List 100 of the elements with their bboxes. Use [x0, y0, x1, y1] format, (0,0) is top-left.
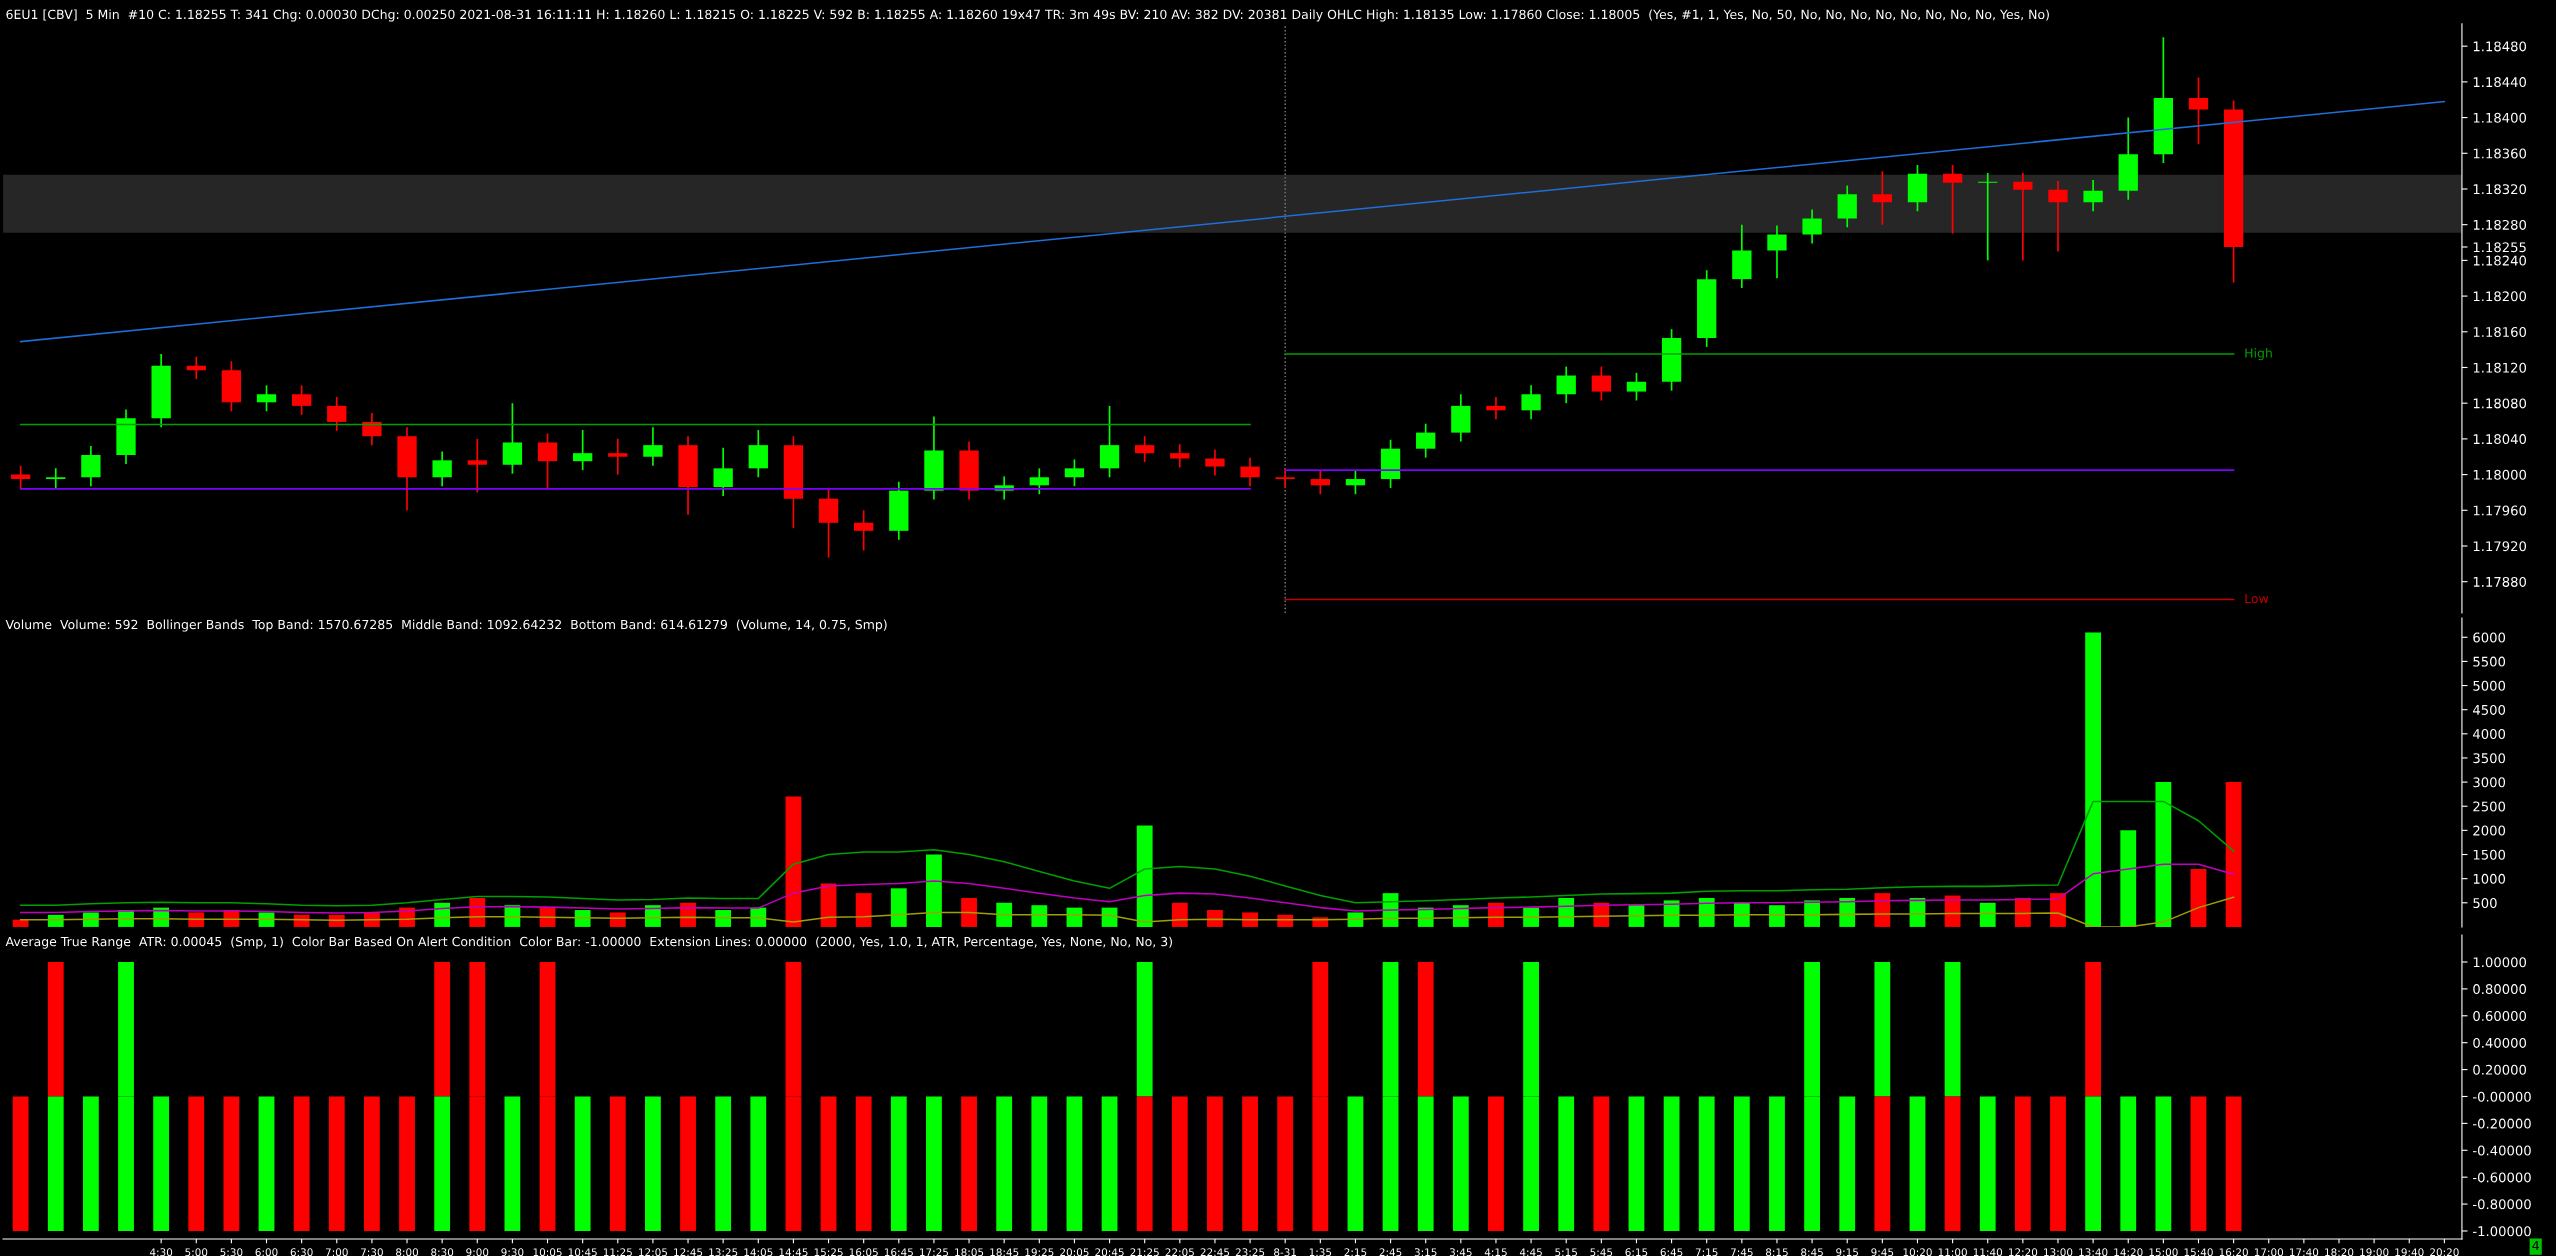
y-tick-label: -0.20000 [2473, 1118, 2531, 1129]
candlestick [1626, 372, 1647, 402]
x-tick-label: 17:25 [920, 1248, 949, 1256]
bar [1207, 910, 1223, 927]
y-tick-label: 0.40000 [2473, 1037, 2527, 1048]
chart-title: Average True Range ATR: 0.00045 (Smp, 1) Color Bar Based On Alert Condition Color Bar: -1.00000 Extension Lines: 0.00000 (2000, Yes, 1.0, 1, ATR, Percentage, Yes, None, No, No, 3) [5, 936, 1172, 949]
x-tick-label: 6:00 [255, 1248, 278, 1256]
x-tick-label: 7:15 [1695, 1248, 1718, 1256]
y-tick-label: 1.18440 [2473, 77, 2527, 88]
x-tick-label: 9:00 [466, 1248, 489, 1256]
x-tick-label: 9:30 [501, 1248, 524, 1256]
bar [890, 888, 907, 927]
x-tick-label: 15:00 [2149, 1248, 2178, 1256]
x-tick-label: 7:45 [1731, 1248, 1753, 1256]
bar [1979, 902, 1996, 927]
x-tick-label: 11:25 [603, 1248, 632, 1256]
candlestick [46, 467, 66, 489]
candlestick [1029, 467, 1049, 496]
x-tick-label: 14:05 [744, 1248, 773, 1256]
bar [926, 854, 942, 927]
line-series [19, 896, 2235, 927]
x-tick-label: 15:25 [814, 1248, 843, 1256]
x-tick-label: 10:05 [533, 1248, 562, 1256]
candlestick [643, 426, 663, 467]
x-tick-label: 19:25 [1025, 1248, 1054, 1256]
x-tick-label: 11:00 [1938, 1248, 1967, 1256]
x-tick-label: 5:15 [1555, 1248, 1577, 1256]
y-tick-label: -0.60000 [2473, 1172, 2531, 1183]
candlestick [362, 412, 382, 446]
candlestick [432, 450, 452, 488]
x-tick-label: 22:05 [1165, 1248, 1194, 1256]
candlestick [1135, 435, 1155, 463]
candlestick [1521, 384, 1541, 421]
bar [2120, 830, 2137, 927]
x-tick-label: 6:15 [1625, 1248, 1648, 1256]
y-tick-label: -1.00000 [2473, 1226, 2531, 1237]
y-tick-label: 2500 [2473, 801, 2506, 812]
y-tick-label: 2000 [2473, 825, 2506, 836]
x-tick-label: 8:45 [1801, 1248, 1823, 1256]
bar [2190, 868, 2207, 927]
candlestick [573, 429, 593, 471]
candlestick [1205, 448, 1225, 477]
x-tick-label: 6:30 [290, 1248, 313, 1256]
y-tick-label: 500 [2473, 898, 2497, 908]
x-tick-label: 14:45 [779, 1248, 808, 1256]
candlestick [467, 438, 487, 494]
x-tick-label: 4:45 [1519, 1248, 1542, 1256]
x-tick-label: 5:00 [185, 1248, 208, 1256]
candlestick [2083, 179, 2103, 213]
bar [1031, 905, 1048, 927]
candlestick [1416, 422, 1436, 459]
bar [1839, 897, 1856, 927]
candlestick [2048, 180, 2068, 253]
x-tick-label: 13:00 [2044, 1248, 2073, 1256]
candlestick [854, 509, 874, 552]
candlestick [502, 402, 523, 475]
x-tick-label: 19:40 [2395, 1248, 2424, 1256]
x-tick-label: 22:45 [1200, 1248, 1230, 1256]
chart-title: 6EU1 [CBV] 5 Min #10 C: 1.18255 T: 341 Chg: 0.00030 DChg: 0.00250 2021-08-31 16:11:11 H: 1.18260 L: 1.18215 O: 1.18225 V: 592 B: 1.18255 A: 1.18260 19x47 TR: 3m 49s BV: 210 AV: 382 DV: 20381 Daily OHLC High: 1.18135 Low: 1.17860 Close: 1.18005 (Yes, #1, 1, Yes, No, 50, No, No, No, No, No, No, No, No, Yes, No) [6, 9, 2049, 22]
x-tick-label: 4:15 [1484, 1248, 1507, 1256]
line-series [19, 800, 2235, 907]
y-tick-label: 1.18120 [2473, 362, 2527, 373]
bar [2085, 632, 2102, 927]
y-tick-label: 1.18080 [2473, 398, 2527, 409]
bar [785, 796, 802, 927]
x-tick-label: 16:20 [2219, 1248, 2248, 1256]
y-tick-label: 0.20000 [2473, 1064, 2527, 1075]
bar [1242, 912, 1258, 927]
x-tick-label: 17:40 [2290, 1248, 2319, 1256]
x-tick-label: 20:20 [2430, 1248, 2459, 1256]
x-tick-label: 12:20 [2008, 1248, 2038, 1256]
candlestick [537, 432, 558, 489]
y-tick-label: 3500 [2473, 753, 2506, 764]
x-tick-label: 14:20 [2114, 1248, 2143, 1256]
candlestick [2013, 172, 2033, 262]
x-tick-label: 19:00 [2360, 1248, 2389, 1256]
bar [1171, 902, 1188, 927]
candlestick [291, 384, 312, 416]
candlestick [1486, 396, 1506, 421]
bar [2014, 897, 2031, 927]
text: 4 [2532, 1240, 2539, 1251]
x-tick-label: 7:00 [325, 1248, 348, 1256]
y-tick-label: 1.18000 [2473, 469, 2527, 480]
candlestick [608, 438, 628, 476]
candlestick [256, 384, 277, 413]
y-tick-label: 0.80000 [2473, 984, 2527, 995]
candlestick [1942, 164, 1963, 235]
x-tick-label: 9:15 [1836, 1248, 1859, 1256]
bar [1769, 905, 1785, 927]
x-tick-label: 7:30 [361, 1248, 383, 1256]
y-tick-label: 5000 [2473, 680, 2506, 691]
candlestick [1556, 365, 1576, 405]
y-tick-label: 5500 [2473, 656, 2506, 667]
x-tick-label: 8:00 [396, 1248, 419, 1256]
bar [1698, 897, 1715, 927]
y-tick-label: 4500 [2473, 704, 2506, 715]
candlestick [713, 446, 733, 497]
series-label: Low [2245, 593, 2269, 604]
y-tick-label: -0.40000 [2473, 1145, 2531, 1156]
bar [961, 897, 977, 927]
